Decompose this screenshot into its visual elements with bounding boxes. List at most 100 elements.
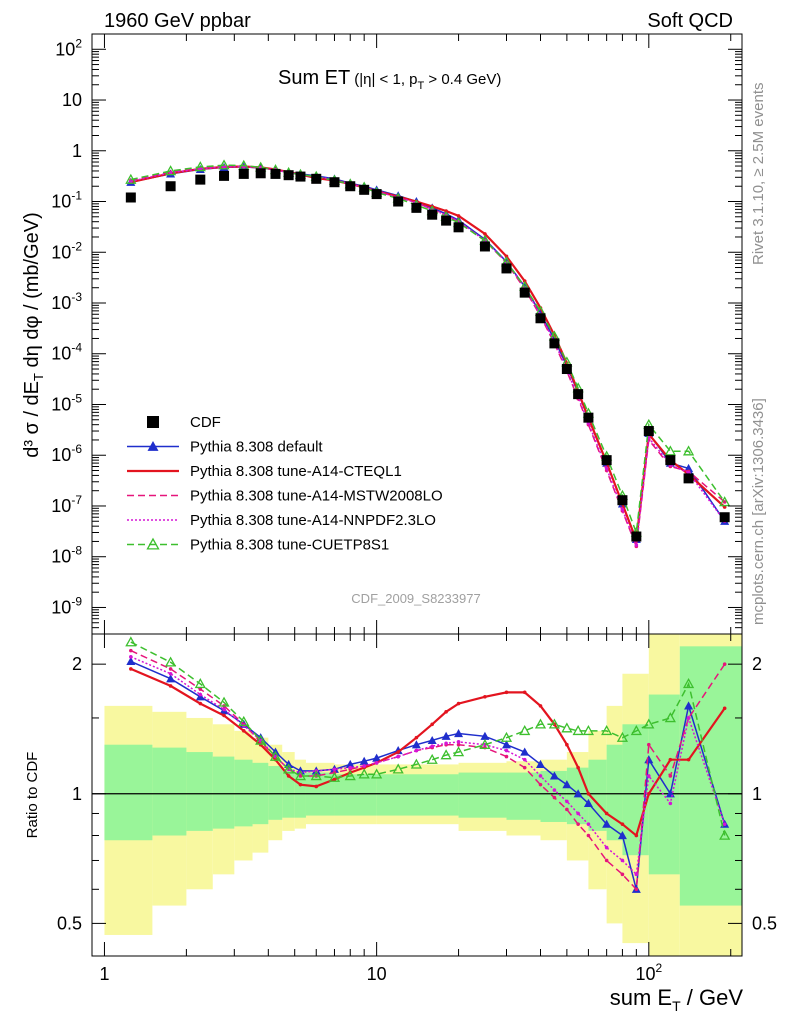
series-line-main <box>130 164 726 533</box>
series-point-ratio <box>164 656 177 667</box>
legend-entry: Pythia 8.308 tune-CUETP8S1 <box>127 537 389 554</box>
uncertainty-band-inner <box>588 759 607 831</box>
series-point-ratio <box>504 748 509 753</box>
series-point-ratio <box>359 756 369 765</box>
x-tick-label: 10 <box>367 964 387 984</box>
series-point-ratio <box>604 811 609 816</box>
series-point-ratio <box>168 667 173 671</box>
x-axis-label: sum ET / GeV <box>610 985 744 1014</box>
series-point-ratio <box>519 725 531 736</box>
series-point-ratio <box>194 678 206 689</box>
series-point-ratio <box>456 740 461 744</box>
series-point-main <box>682 445 695 456</box>
series-point-ratio <box>222 713 226 718</box>
series-point-ratio <box>414 748 419 753</box>
cdf-point <box>631 531 642 542</box>
series-point-ratio <box>241 729 246 733</box>
legend-label: Pythia 8.308 tune-A14-CTEQL1 <box>190 463 402 480</box>
series-point-ratio <box>647 791 651 796</box>
series-point-ratio <box>441 731 451 740</box>
series-point-ratio <box>548 718 561 729</box>
series-point-ratio <box>479 738 491 749</box>
cdf-point <box>519 287 530 298</box>
series-point-ratio <box>572 725 584 736</box>
x-axis-label-text: sum ET / GeV <box>610 985 744 1014</box>
y-tick-label-main: 10 <box>62 90 82 110</box>
series-point-ratio <box>668 757 673 762</box>
ratio-plot: 1 10 102 0.5 0.5 1 1 2 2 <box>57 633 777 984</box>
cdf-point <box>411 202 422 213</box>
cdf-point <box>549 338 560 349</box>
uncertainty-band-inner <box>186 752 213 831</box>
series-line-ratio <box>130 641 726 836</box>
series-point-ratio <box>332 777 337 782</box>
uncertainty-band-inner <box>458 772 507 818</box>
series-line-ratio <box>130 660 726 890</box>
uncertainty-band-inner <box>212 756 235 829</box>
series-point-ratio <box>686 716 691 720</box>
series-line-ratio <box>130 649 726 892</box>
series-line-ratio <box>130 656 726 876</box>
series-line-main <box>130 165 726 541</box>
series-point-ratio <box>534 718 547 729</box>
legend-entry: Pythia 8.308 tune-A14-NNPDF2.3LO <box>127 512 436 529</box>
series-point-main <box>684 463 694 473</box>
y-tick-label-main: 10-4 <box>51 341 82 364</box>
header-left: 1960 GeV ppbar <box>104 10 251 32</box>
cdf-point <box>535 313 546 324</box>
series-point-ratio <box>444 741 448 746</box>
series-point-main <box>620 507 625 512</box>
y-tick-label-main: 10-7 <box>51 493 82 516</box>
series-point-ratio <box>283 763 295 774</box>
series-line-ratio <box>130 667 726 838</box>
series-point-ratio <box>722 662 727 666</box>
series-point-ratio <box>332 767 337 772</box>
series-point-ratio <box>269 750 282 761</box>
series-point-ratio <box>345 759 355 769</box>
series-point-ratio <box>454 729 464 738</box>
analysis-id: CDF_2009_S8233977 <box>351 591 480 606</box>
series-point-ratio <box>198 692 203 697</box>
ratio-frame <box>91 633 743 957</box>
series-point-ratio <box>362 764 366 768</box>
series-point-main <box>604 466 609 471</box>
series-point-main <box>719 496 731 507</box>
series-point-ratio <box>643 718 655 729</box>
series-point-ratio <box>522 690 527 695</box>
uncertainty-band-inner <box>334 774 377 816</box>
series-point-ratio <box>535 759 545 769</box>
series-point-ratio <box>444 710 448 714</box>
series-point-ratio <box>552 795 557 800</box>
uncertainty-band-inner <box>234 759 253 827</box>
x-tick-label: 102 <box>635 961 662 984</box>
series-point-ratio <box>298 782 303 787</box>
series-point-ratio <box>520 747 530 756</box>
series-point-ratio <box>411 740 421 749</box>
series-point-ratio <box>238 715 250 726</box>
series-point-ratio <box>483 694 487 699</box>
plot-title: Sum ET (|η| < 1, pT > 0.4 GeV) <box>278 67 501 92</box>
series-point-ratio <box>538 774 543 778</box>
y-tick-label-ratio: 1 <box>72 784 82 804</box>
series-point-ratio <box>456 742 461 747</box>
series-point-ratio <box>456 701 461 706</box>
series-point-ratio <box>562 780 572 789</box>
cdf-point <box>238 168 249 179</box>
cdf-point <box>583 412 594 423</box>
series-point-ratio <box>604 845 609 850</box>
cdf-point <box>441 215 452 226</box>
y-tick-label-main: 10-1 <box>51 189 82 212</box>
series-point-ratio <box>480 731 490 740</box>
y-tick-label-ratio-right: 1 <box>752 784 762 804</box>
series-point-ratio <box>538 704 543 708</box>
series-point-ratio <box>561 722 573 733</box>
series-point-ratio <box>222 707 226 712</box>
series-point-main <box>483 232 487 236</box>
cdf-point <box>393 196 404 207</box>
y-tick-label-ratio: 0.5 <box>57 913 82 933</box>
series-point-ratio <box>634 833 639 838</box>
series-point-ratio <box>668 774 673 778</box>
cdf-point <box>311 173 322 184</box>
series-point-ratio <box>410 758 423 769</box>
